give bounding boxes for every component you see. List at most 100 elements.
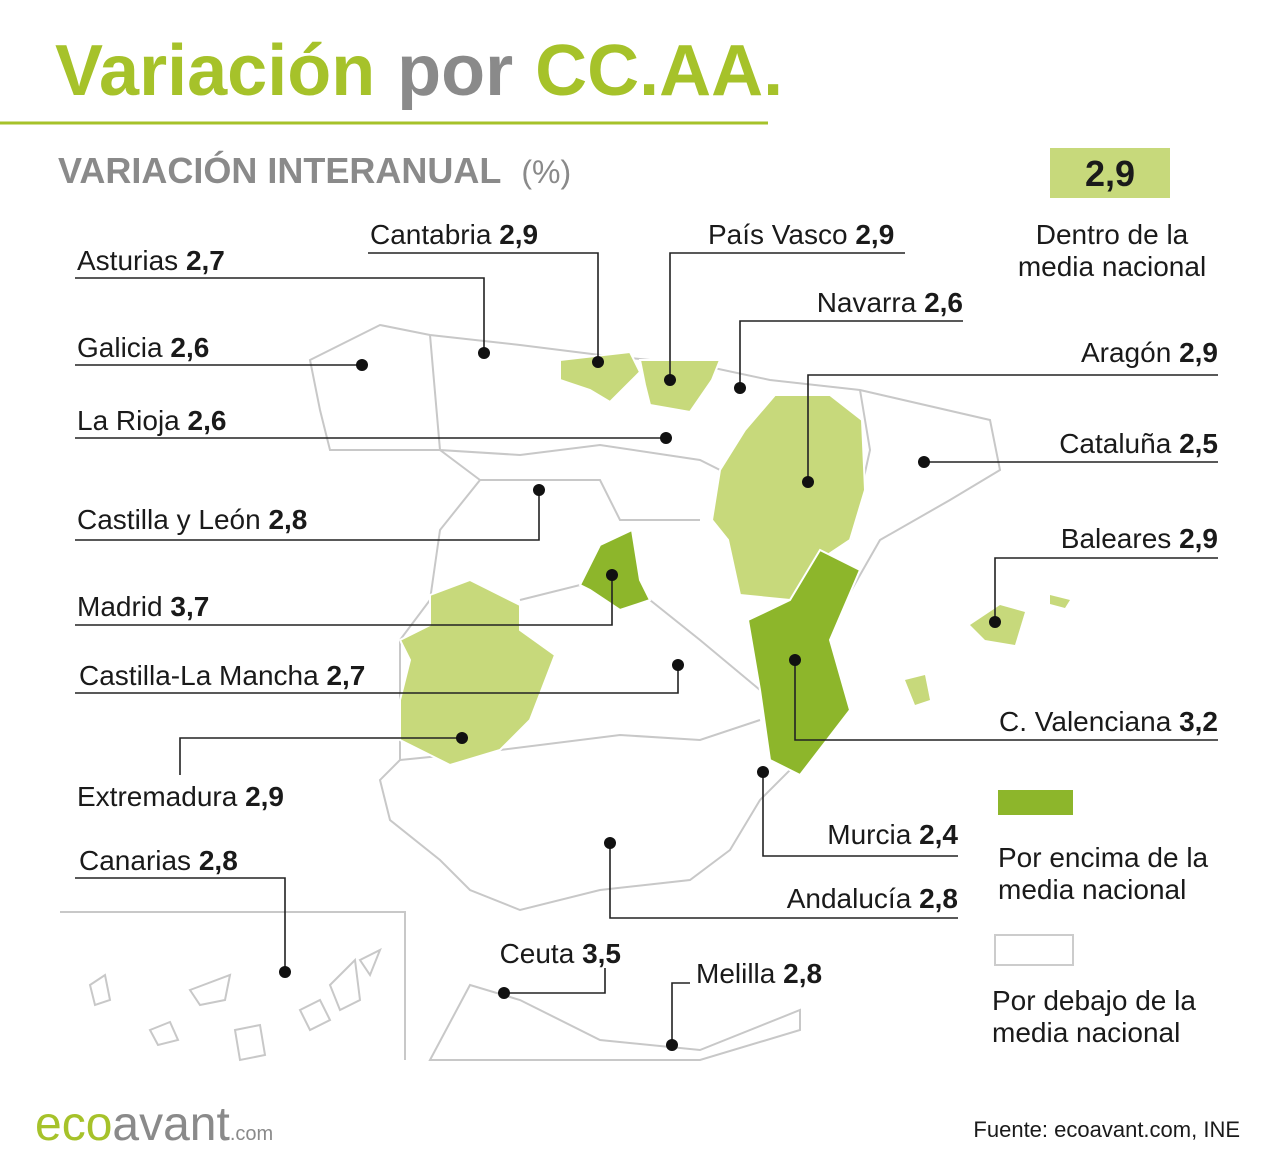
region-value: 2,5: [1179, 428, 1218, 459]
region-name: Cantabria: [370, 219, 492, 250]
region-label: Cataluña 2,5: [1059, 428, 1218, 459]
region-name: Cataluña: [1059, 428, 1172, 459]
region-name: C. Valenciana: [999, 706, 1172, 737]
legend-below-swatch: [994, 934, 1074, 966]
region-name: Ceuta: [500, 938, 575, 969]
region-label: Murcia 2,4: [827, 819, 958, 850]
region-name: Andalucía: [787, 883, 912, 914]
region-dot: [918, 456, 930, 468]
region-dot: [802, 476, 814, 488]
legend-within: media nacional: [1018, 251, 1206, 282]
region-value: 3,7: [170, 591, 209, 622]
leader-line: [669, 252, 905, 380]
inset-frame: [60, 911, 406, 1060]
region-value: 2,9: [1179, 337, 1218, 368]
title: Variación por CC.AA.: [55, 31, 783, 111]
region-value: 2,8: [919, 883, 958, 914]
title-part: por: [397, 31, 513, 111]
reference-value: 2,9: [1085, 153, 1135, 194]
island: [188, 973, 232, 1007]
region-label: Ceuta 3,5: [500, 938, 621, 969]
region-value: 2,6: [188, 405, 227, 436]
border: [480, 479, 700, 521]
region-name: Aragón: [1081, 337, 1171, 368]
logo-part: eco: [35, 1098, 112, 1151]
region-name: País Vasco: [708, 219, 848, 250]
leader-line: [368, 252, 599, 362]
leader-line: [75, 277, 485, 353]
logo: ecoavant.com: [35, 1098, 273, 1151]
leader-line: [739, 320, 963, 388]
region-dot: [279, 966, 291, 978]
source: Fuente: ecoavant.com, INE: [973, 1117, 1240, 1142]
region-label: Cantabria 2,9: [370, 219, 538, 250]
region-above: [746, 548, 862, 777]
region-label: Galicia 2,6: [77, 332, 209, 363]
region-dot: [666, 1039, 678, 1051]
island: [298, 998, 332, 1032]
region-label: La Rioja 2,6: [77, 405, 226, 436]
island: [233, 1023, 267, 1062]
legend-below: media nacional: [992, 1017, 1180, 1048]
subtitle: VARIACIÓN INTERANUAL (%): [58, 149, 571, 191]
legend-within: Dentro de la: [1036, 219, 1189, 250]
region-value: 2,4: [919, 819, 958, 850]
legend-above-swatch: [998, 790, 1073, 815]
region-label: Castilla y León 2,8: [77, 504, 307, 535]
border: [429, 334, 721, 471]
region-dot: [478, 347, 490, 359]
title-part: CC.AA.: [535, 31, 783, 111]
leader-line: [179, 737, 462, 775]
region-dot: [456, 732, 468, 744]
region-label: Castilla-La Mancha 2,7: [79, 660, 365, 691]
region-name: Castilla y León: [77, 504, 261, 535]
region-within: [559, 350, 642, 404]
leader-line: [75, 490, 540, 541]
region-value: 2,6: [170, 332, 209, 363]
title-part: Variación: [55, 31, 375, 111]
region-dot: [989, 616, 1001, 628]
region-label: Navarra 2,6: [817, 287, 963, 318]
region-value: 3,2: [1179, 706, 1218, 737]
region-name: Madrid: [77, 591, 163, 622]
region-label: Baleares 2,9: [1061, 523, 1218, 554]
leader-line: [807, 374, 1218, 482]
logo-part: avant: [112, 1098, 229, 1151]
region-name: Galicia: [77, 332, 163, 363]
region-label: País Vasco 2,9: [708, 219, 894, 250]
region-within: [638, 359, 722, 414]
region-label: Madrid 3,7: [77, 591, 209, 622]
logo-part: .com: [230, 1123, 273, 1145]
island: [905, 675, 930, 705]
leader-line: [609, 843, 958, 919]
map: [60, 323, 1070, 1062]
region-value: 2,8: [199, 845, 238, 876]
leader-line: [794, 660, 1218, 741]
region-label: Andalucía 2,8: [787, 883, 958, 914]
region-name: Baleares: [1061, 523, 1172, 554]
leader-line: [762, 772, 958, 857]
region-name: Castilla-La Mancha: [79, 660, 319, 691]
region-dot: [757, 766, 769, 778]
leader-line: [75, 665, 679, 694]
legend-above: media nacional: [998, 874, 1186, 905]
region-label: Asturias 2,7: [77, 245, 225, 276]
leader-line: [75, 575, 613, 626]
legend-above: Por encima de la: [998, 842, 1209, 873]
region-name: Murcia: [827, 819, 911, 850]
region-dot: [356, 359, 368, 371]
north-africa: [428, 983, 801, 1061]
legend-below: Por debajo de la: [992, 985, 1196, 1016]
region-label: Canarias 2,8: [79, 845, 238, 876]
region-dot: [606, 569, 618, 581]
legend-within-swatch: [1050, 148, 1170, 198]
region-within: [398, 578, 557, 767]
region-label: Aragón 2,9: [1081, 337, 1218, 368]
region-dot: [660, 432, 672, 444]
unit: (%): [521, 154, 571, 190]
region-dot: [664, 374, 676, 386]
subtitle-text: VARIACIÓN INTERANUAL: [58, 149, 501, 191]
region-value: 2,9: [245, 781, 284, 812]
